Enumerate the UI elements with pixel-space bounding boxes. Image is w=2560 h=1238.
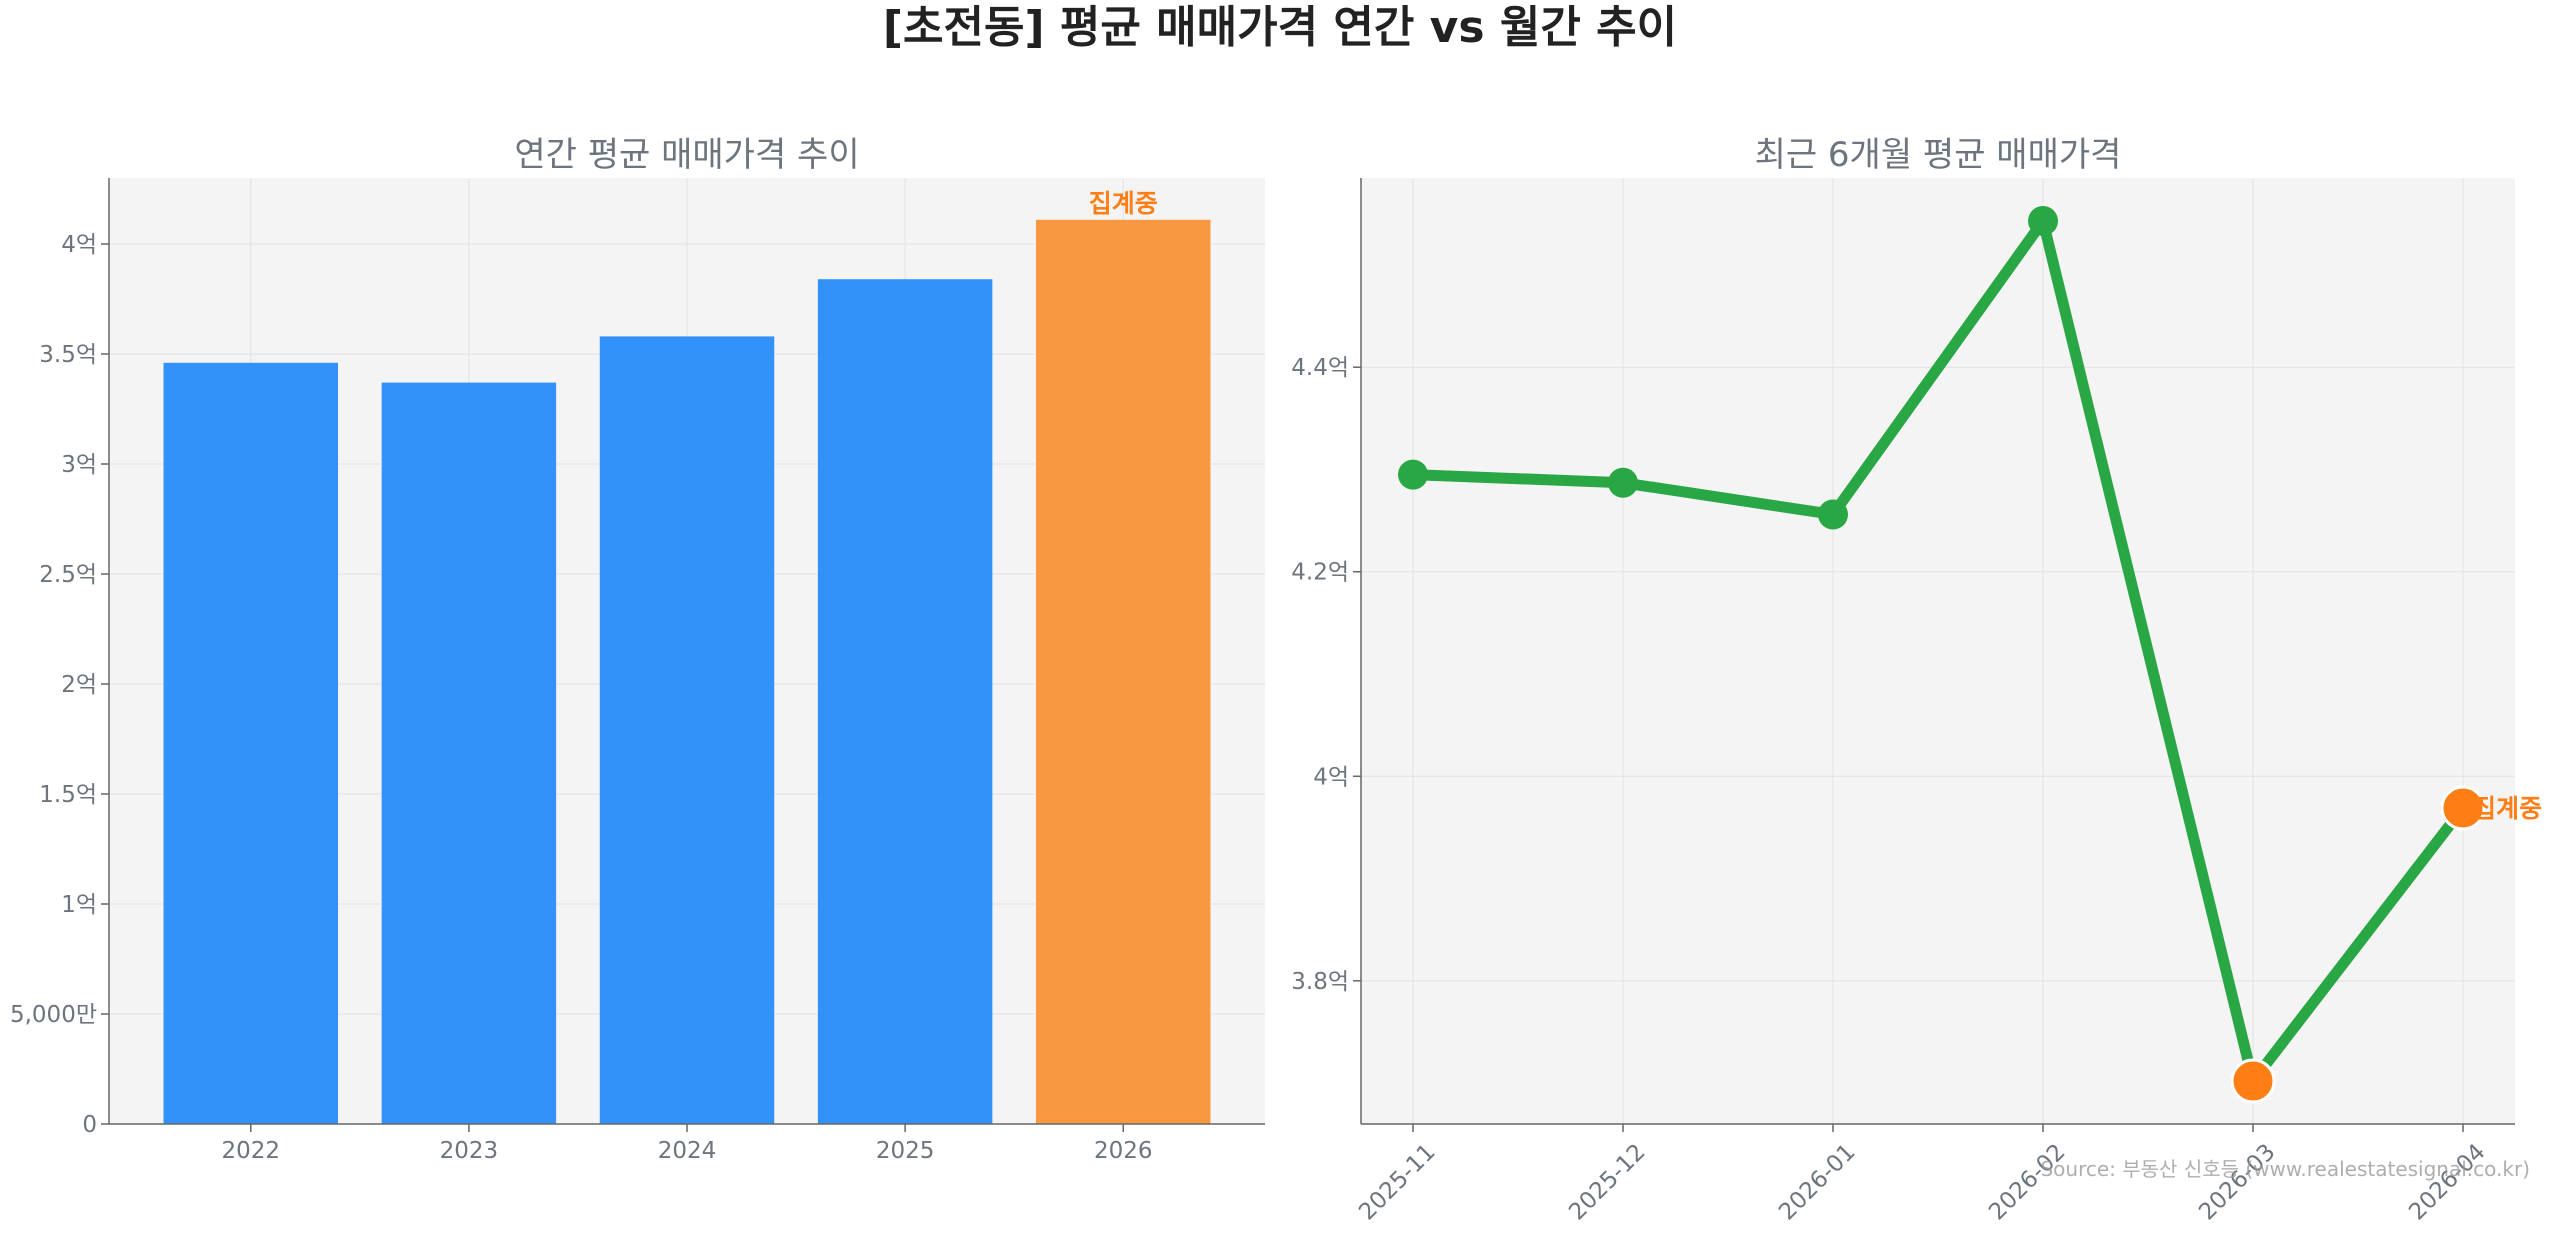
ytick-label: 4.2억	[1291, 560, 1349, 586]
ytick-label: 4억	[1313, 764, 1349, 790]
xtick-label: 2025-11	[1354, 1139, 1440, 1225]
data-point	[2028, 205, 2058, 236]
ytick-label: 4.4억	[1291, 355, 1349, 381]
ytick-label: 1.5억	[39, 782, 97, 808]
data-point	[1398, 459, 1428, 490]
figure-title: [초전동] 평균 매매가격 연간 vs 월간 추이	[883, 2, 1677, 53]
xtick-label: 2026-02	[1984, 1139, 2070, 1225]
bar	[817, 279, 993, 1124]
chart-title: 최근 6개월 평균 매매가격	[1755, 135, 2122, 175]
annotation-label: 집계중	[2473, 794, 2542, 823]
xtick-label: 2026-01	[1774, 1139, 1860, 1225]
plot-background	[1361, 178, 2515, 1124]
chart-title: 연간 평균 매매가격 추이	[514, 135, 859, 175]
annotation-label: 집계중	[1089, 189, 1158, 218]
annual-bar-chart: 0 5,000만 1억 1.5억 2억 2.5억 3억 3.5억 4억 2022 2023 2024 2…	[10, 135, 1265, 1164]
ytick-label: 2.5억	[39, 562, 97, 588]
ytick-label: 3억	[61, 452, 97, 478]
highlight-marker	[2440, 785, 2486, 831]
monthly-line-chart: 3.8억 4억 4.2억 4.4억 2025-11 2025-12 2026-01 2026-…	[1291, 135, 2542, 1226]
ytick-label: 2억	[61, 672, 97, 698]
series-line	[1407, 215, 2469, 1087]
ytick-label: 0	[82, 1112, 97, 1138]
ytick-label: 4억	[61, 232, 97, 258]
data-point	[1818, 499, 1848, 530]
bar	[599, 336, 775, 1124]
ytick-label: 3.8억	[1291, 969, 1349, 995]
bar	[381, 382, 557, 1125]
data-point	[1608, 467, 1638, 498]
ytick-label: 1억	[61, 892, 97, 918]
bar	[1035, 219, 1211, 1125]
highlight-marker	[2230, 1058, 2276, 1104]
xtick-label: 2026	[1094, 1138, 1153, 1164]
ytick-label: 3.5억	[39, 342, 97, 368]
ytick-label: 5,000만	[10, 1002, 97, 1028]
xtick-label: 2026-03	[2194, 1139, 2280, 1225]
xtick-label: 2025	[876, 1138, 935, 1164]
xtick-label: 2022	[222, 1138, 281, 1164]
xtick-label: 2023	[440, 1138, 499, 1164]
source-text: Source: 부동산 신호등 (www.realestatesignal.co…	[2040, 1157, 2530, 1181]
xtick-label: 2024	[658, 1138, 717, 1164]
bar	[163, 362, 339, 1124]
xtick-label: 2026-04	[2404, 1139, 2490, 1225]
xtick-label: 2025-12	[1564, 1139, 1650, 1225]
